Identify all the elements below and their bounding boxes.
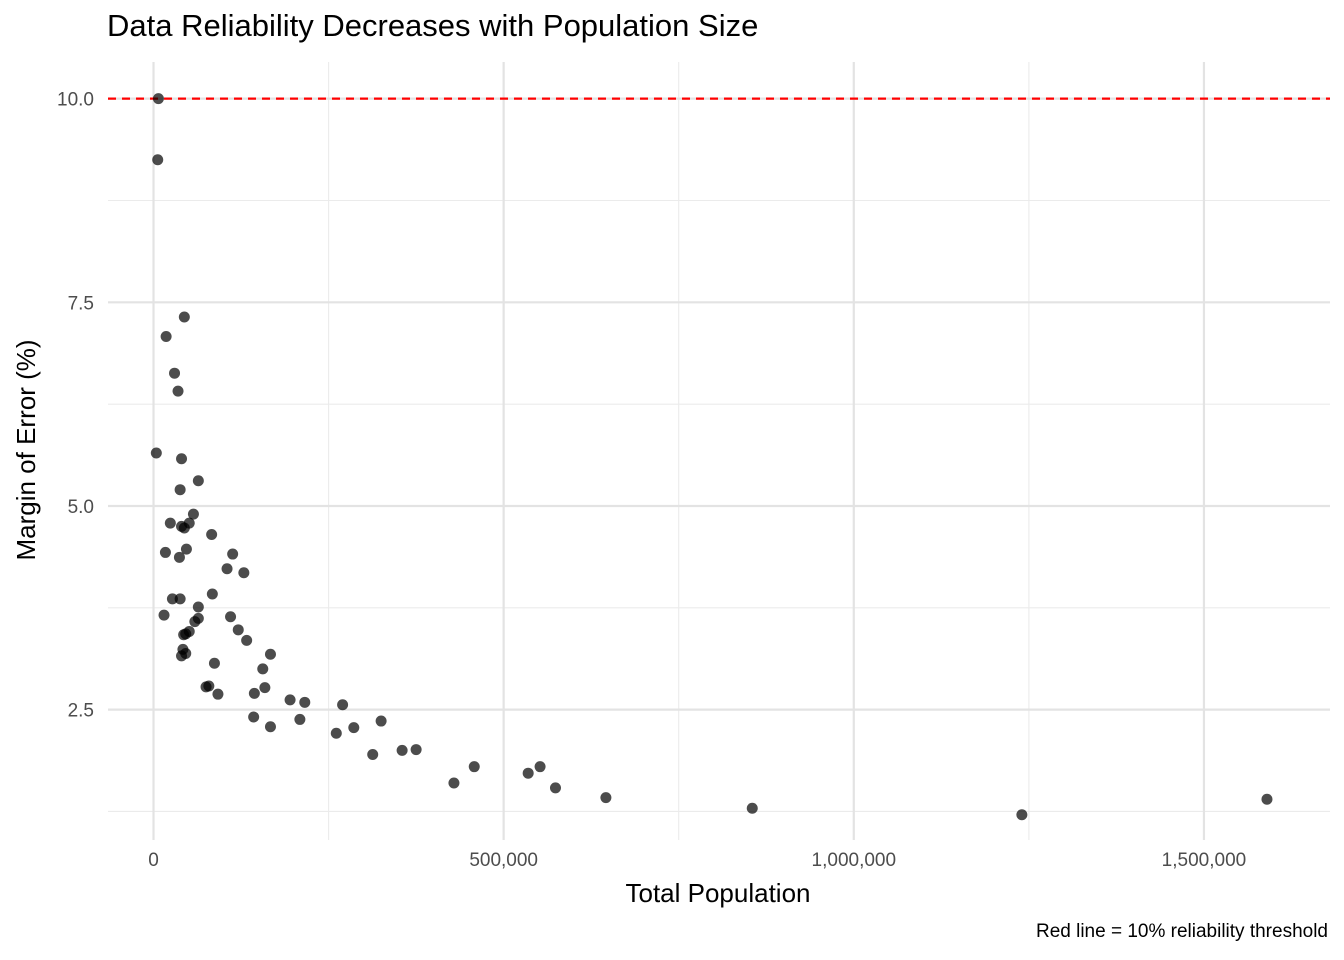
data-point <box>248 711 260 723</box>
data-point <box>1016 809 1028 821</box>
data-point <box>178 522 190 534</box>
data-point <box>330 727 342 739</box>
data-point <box>158 609 170 621</box>
data-point <box>1261 793 1273 805</box>
data-point <box>225 611 237 623</box>
data-points <box>150 93 1273 821</box>
chart-title: Data Reliability Decreases with Populati… <box>107 8 759 43</box>
data-point <box>152 93 164 105</box>
data-point <box>294 713 306 725</box>
x-tick-label: 1,500,000 <box>1162 850 1247 871</box>
y-tick-label: 2.5 <box>68 701 94 722</box>
data-point <box>166 593 178 605</box>
data-point <box>448 777 460 789</box>
y-tick-label: 7.5 <box>68 293 94 314</box>
data-point <box>150 447 162 459</box>
data-point <box>152 154 164 166</box>
data-point <box>164 517 176 529</box>
data-point <box>189 616 201 628</box>
data-point <box>187 508 199 520</box>
y-axis-title: Margin of Error (%) <box>11 339 41 560</box>
data-point <box>264 648 276 660</box>
data-point <box>176 453 188 465</box>
data-point <box>238 567 250 579</box>
data-point <box>534 761 546 773</box>
data-point <box>410 744 422 756</box>
data-point <box>241 634 253 646</box>
x-tick-label: 1,000,000 <box>812 850 897 871</box>
grid <box>108 62 1330 840</box>
data-point <box>203 680 215 692</box>
data-point <box>264 721 276 733</box>
y-tick-label: 10.0 <box>57 90 94 111</box>
data-point <box>299 696 311 708</box>
data-point <box>284 694 296 706</box>
data-point <box>600 792 612 804</box>
data-point <box>192 475 204 487</box>
data-point <box>396 744 408 756</box>
data-point <box>174 593 186 605</box>
data-point <box>192 601 204 613</box>
data-point <box>468 761 480 773</box>
x-tick-label: 0 <box>148 850 159 871</box>
data-point <box>212 688 224 700</box>
x-tick-label: 500,000 <box>469 850 538 871</box>
data-point <box>206 529 218 541</box>
chart-caption: Red line = 10% reliability threshold <box>1035 921 1328 942</box>
data-point <box>172 385 184 397</box>
data-point <box>206 588 218 600</box>
data-point <box>169 367 181 379</box>
data-point <box>221 563 233 575</box>
data-point <box>375 715 387 727</box>
data-point <box>173 551 185 563</box>
data-point <box>159 546 171 558</box>
data-point <box>227 548 239 560</box>
data-point <box>208 657 220 669</box>
data-point <box>549 782 561 794</box>
data-point <box>178 629 190 641</box>
data-point <box>180 543 192 555</box>
y-tick-label: 5.0 <box>68 497 94 518</box>
data-point <box>522 767 534 779</box>
data-point <box>337 699 349 711</box>
data-point <box>178 311 190 323</box>
data-point <box>248 687 260 699</box>
x-axis-title: Total Population <box>625 878 810 908</box>
data-point <box>348 722 360 734</box>
data-point <box>367 748 379 760</box>
data-point <box>232 624 244 636</box>
data-point <box>160 331 172 343</box>
data-point <box>174 484 186 496</box>
data-point <box>176 650 188 662</box>
x-axis-ticks: 0 500,000 1,000,000 1,500,000 <box>148 850 1246 871</box>
data-point <box>257 663 269 675</box>
data-point <box>259 682 271 694</box>
y-axis-ticks: 2.5 5.0 7.5 10.0 <box>57 90 94 722</box>
data-point <box>746 802 758 814</box>
